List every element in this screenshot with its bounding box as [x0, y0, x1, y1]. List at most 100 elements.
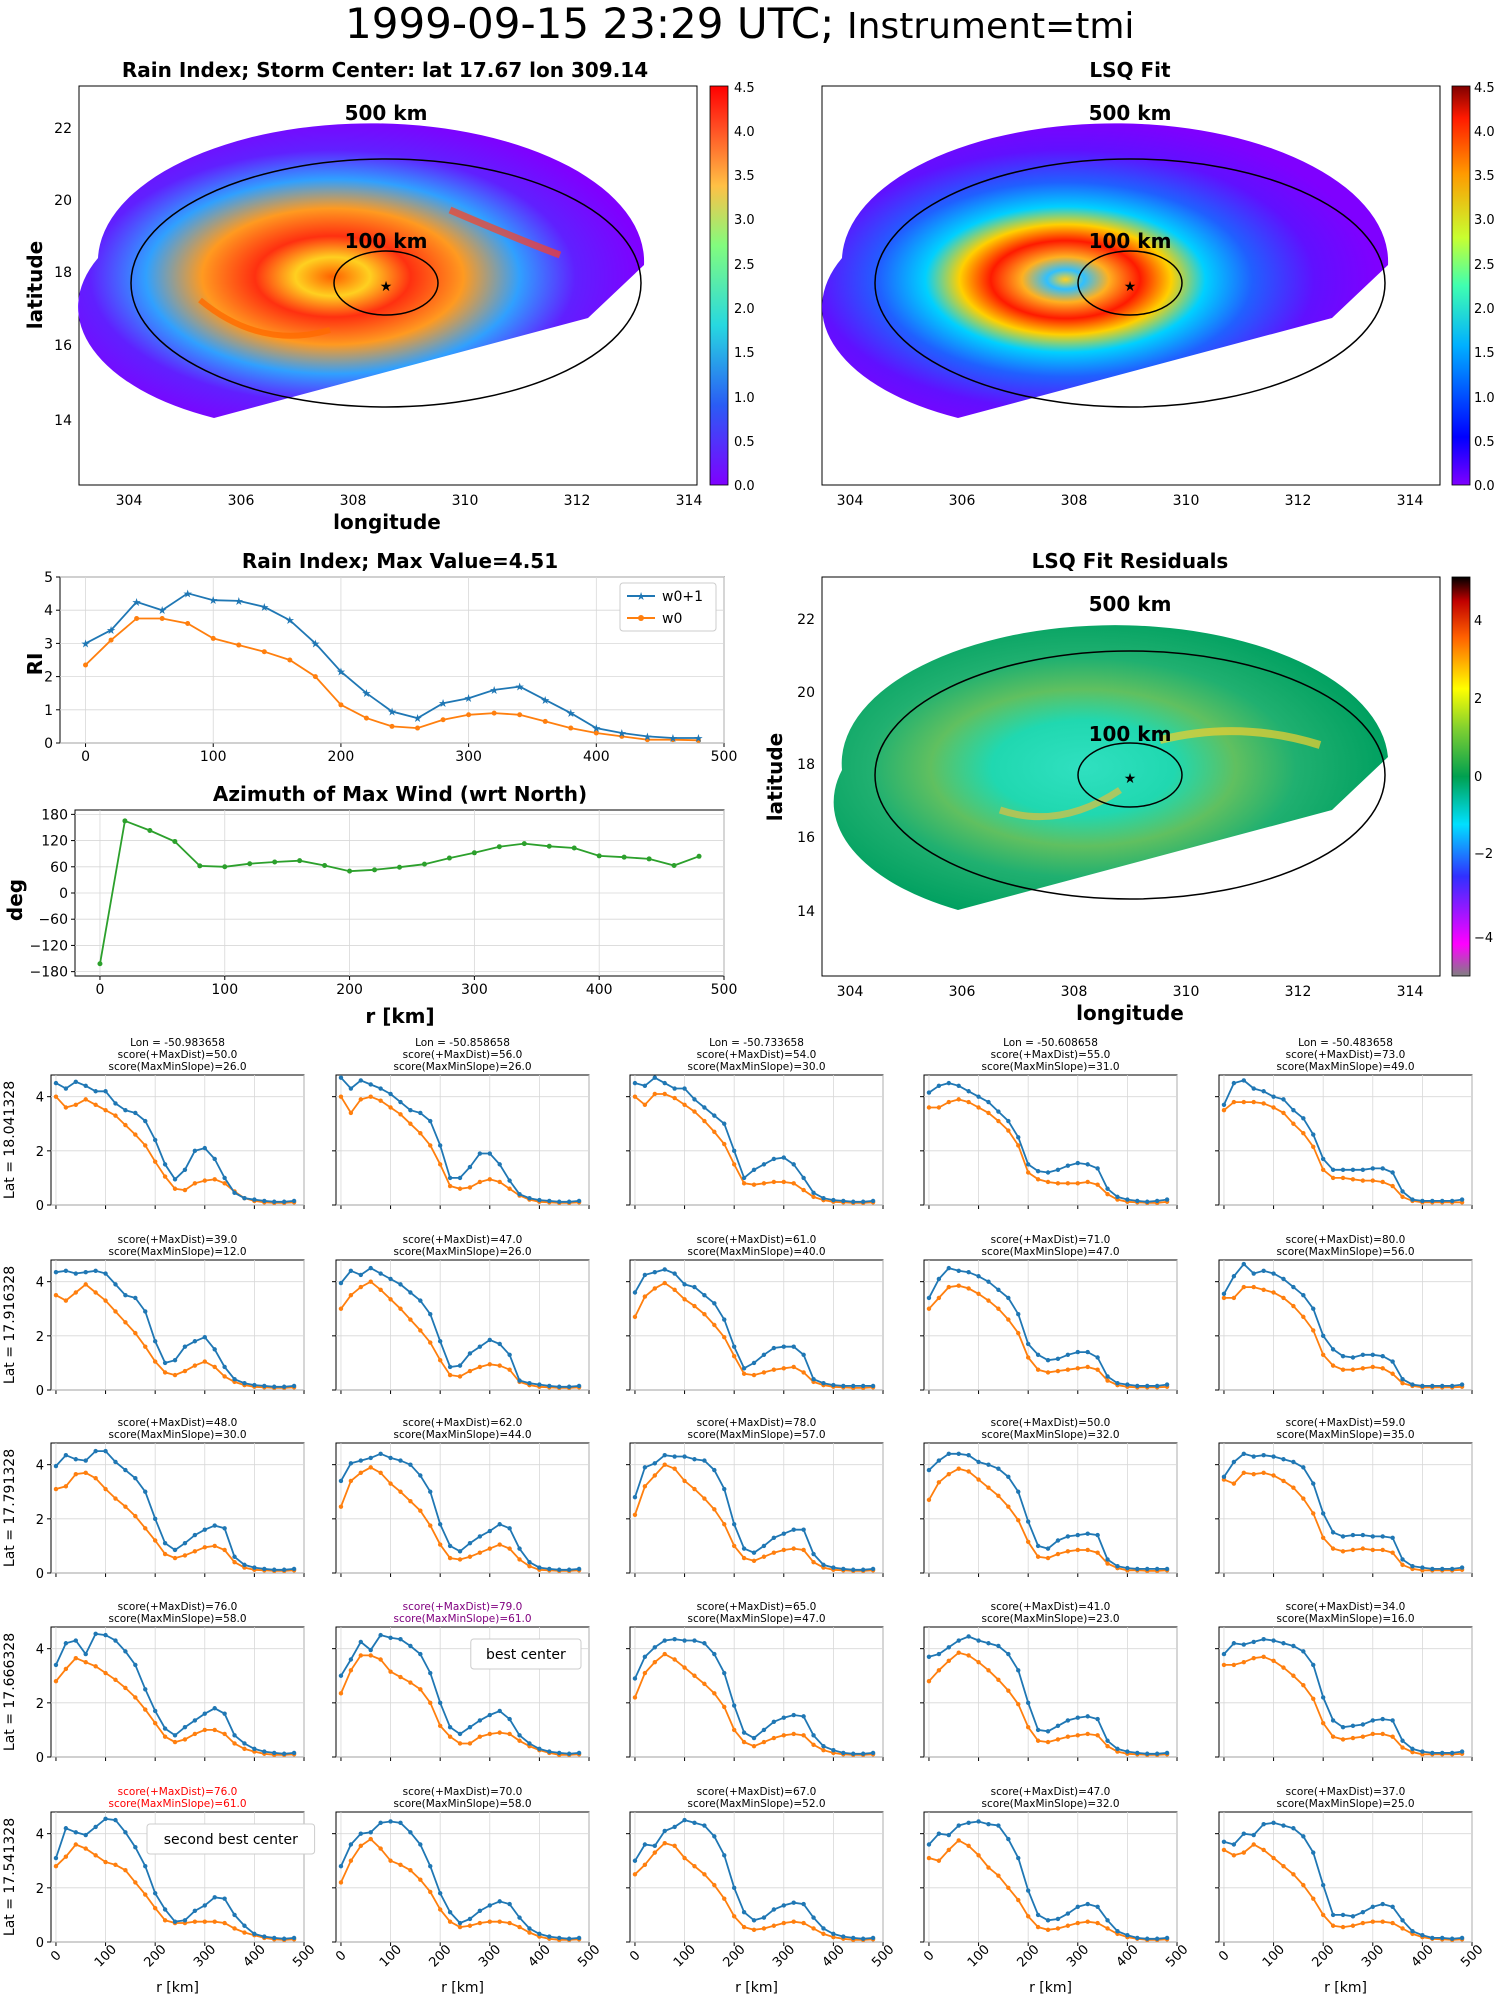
w0p1-point	[1390, 1718, 1395, 1723]
w0p1-point	[1320, 1156, 1326, 1162]
w0-point	[123, 1122, 128, 1128]
resid-map-xticks: 304 306 308 310 312 314	[837, 984, 1424, 1000]
w0-point	[1045, 1179, 1051, 1185]
w0p1-point	[1085, 1162, 1090, 1167]
w0-point	[73, 1842, 79, 1847]
w0p1-point	[1390, 1904, 1395, 1909]
w0-point	[692, 1109, 697, 1114]
w0p1-point	[682, 1282, 687, 1287]
w0-point	[143, 1526, 148, 1531]
plot-area	[923, 1074, 1178, 1206]
w0p1-point	[672, 1086, 677, 1091]
w0-point	[1360, 1178, 1366, 1183]
w0p1-point	[1440, 1198, 1445, 1204]
w0p1-point	[477, 1344, 483, 1349]
w0-point	[1095, 1550, 1100, 1555]
x-tick-label: 200	[720, 1942, 748, 1970]
w0-point	[1241, 1470, 1247, 1475]
grid-xlabel: r [km]	[156, 1980, 199, 1996]
w0-point	[123, 1504, 128, 1509]
center-note: second best center	[164, 1832, 298, 1848]
w0-point	[447, 1919, 453, 1924]
y-tick-label: 180	[41, 807, 68, 823]
w0p1-point	[946, 1080, 952, 1086]
w0p1-point	[870, 1198, 876, 1204]
x-tick-label: 100	[965, 1942, 993, 1970]
w0p1-point	[1241, 1078, 1247, 1083]
w0-point	[103, 1670, 108, 1676]
w0-point	[1251, 1655, 1256, 1661]
w0p1-point	[1085, 1714, 1090, 1719]
w0p1-point	[1420, 1933, 1425, 1938]
w0p1-point	[996, 1109, 1001, 1114]
w0-point	[791, 1731, 796, 1737]
w0p1-point	[162, 1360, 168, 1366]
figure-title: 1999-09-15 23:29 UTC;	[345, 0, 834, 48]
w0-point	[1035, 1924, 1041, 1930]
w0p1-point	[576, 1750, 582, 1756]
w0p1-point	[986, 1821, 991, 1827]
w0p1-point	[408, 1643, 413, 1649]
w0p1-point	[1261, 1452, 1266, 1458]
w0p1-point	[702, 1823, 707, 1828]
w0-point	[1271, 1105, 1276, 1110]
w0-point	[73, 1102, 79, 1107]
w0-point	[222, 1181, 227, 1186]
w0p1-point	[202, 1145, 207, 1151]
w0p1-point	[1055, 1356, 1061, 1362]
lsq-residual-map: LSQ Fit Residuals 500 km 100 km ★ 304 30…	[763, 549, 1493, 1025]
w0p1-point: ★	[413, 712, 423, 725]
w0p1-point	[1045, 1918, 1051, 1923]
w0p1-point	[358, 1272, 364, 1278]
w0p1-point	[652, 1843, 658, 1849]
w0p1-point	[801, 1352, 806, 1357]
x-tick-label: 400	[586, 982, 613, 998]
w0-point	[517, 712, 523, 718]
w0-point	[477, 1550, 483, 1555]
w0-point	[210, 635, 216, 641]
w0p1-point	[702, 1458, 707, 1463]
azimuth-point	[147, 828, 153, 834]
score-label: score(MaxMinSlope)=52.0	[687, 1798, 825, 1810]
w0-point	[467, 1923, 473, 1928]
w0p1-point	[262, 1383, 267, 1389]
w0-point	[1291, 1673, 1296, 1678]
w0-point	[162, 1918, 168, 1923]
w0p1-point	[1105, 1374, 1110, 1379]
w0-point	[398, 1862, 403, 1868]
w0p1-point	[751, 1735, 757, 1741]
w0-point	[1251, 1284, 1256, 1290]
w0p1-point	[1075, 1715, 1080, 1720]
w0p1-point	[1449, 1750, 1455, 1756]
w0-point	[487, 1546, 492, 1551]
w0p1-point	[1311, 1481, 1316, 1486]
row-label: Lat = 17.916328	[2, 1266, 18, 1384]
x-tick-label: 0	[1216, 1948, 1232, 1964]
w0-point	[1006, 1128, 1011, 1133]
w0p1-point	[1400, 1376, 1405, 1382]
w0p1-point	[123, 1467, 128, 1473]
residual-field	[833, 625, 1388, 910]
y-tick-label: 2	[36, 1513, 44, 1528]
w0-point	[1301, 1496, 1306, 1501]
w0p1-point	[418, 1651, 423, 1657]
w0p1-point	[1006, 1295, 1011, 1301]
w0p1-point	[272, 1750, 277, 1756]
svg-text:310: 310	[1173, 984, 1200, 1000]
w0p1-point	[771, 1907, 777, 1912]
w0-point	[926, 1497, 932, 1503]
w0-point	[378, 1287, 383, 1292]
w0p1-point	[338, 1478, 344, 1484]
w0p1-point	[1075, 1160, 1080, 1166]
w0-point	[143, 1707, 148, 1712]
w0p1-point	[507, 1901, 512, 1907]
w0-point	[1075, 1366, 1080, 1371]
w0p1-point	[642, 1842, 648, 1847]
w0-point	[821, 1931, 826, 1937]
w0-point	[172, 1186, 178, 1191]
w0p1-point	[497, 1341, 502, 1347]
w0p1-point	[986, 1279, 991, 1284]
w0-point	[801, 1920, 806, 1926]
w0p1-point	[457, 1549, 463, 1554]
xtick: 308	[340, 493, 367, 509]
